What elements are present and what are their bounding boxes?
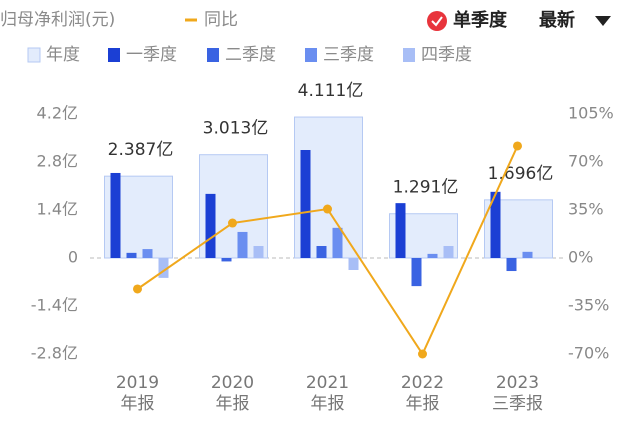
dropdown-arrow[interactable] [595, 16, 611, 26]
quarter-bar [522, 251, 533, 258]
quarter-bar [348, 258, 359, 270]
y2-tick-label: 35% [568, 200, 604, 219]
y-tick-label: -2.8亿 [31, 344, 78, 363]
x-tick-label: 2021 [306, 373, 349, 393]
x-tick-label: 2022 [401, 373, 444, 393]
legend-swatch [403, 48, 415, 62]
quarter-bar [126, 252, 137, 258]
legend-swatch [27, 47, 41, 63]
x-tick-sublabel: 年报 [121, 394, 155, 414]
y-tick-label: 4.2亿 [37, 104, 78, 123]
quarter-bar [158, 258, 169, 278]
quarter-bar [300, 150, 311, 258]
y-tick-label: 2.8亿 [37, 152, 78, 171]
quarter-bar [395, 203, 406, 258]
legend-label: 年度 [46, 45, 80, 65]
quarter-bar [142, 249, 153, 258]
quarter-bar [506, 258, 517, 272]
quarter-bar [221, 258, 232, 262]
quarter-bar [253, 246, 264, 258]
legend-swatch [207, 48, 219, 62]
legend-label: 三季度 [323, 45, 374, 65]
y2-tick-label: 0% [568, 248, 593, 267]
y-label: 归母净利润(元) [0, 10, 115, 30]
yoy-point [513, 141, 522, 151]
legend-label: 同比 [204, 10, 238, 30]
value-label: 3.013亿 [203, 119, 269, 139]
x-tick-label: 2023 [496, 373, 539, 393]
quarter-bar [316, 246, 327, 258]
legend-swatch [305, 48, 317, 62]
sort-label[interactable]: 最新 [539, 9, 575, 31]
check-icon [431, 16, 443, 27]
quarter-bar [411, 258, 422, 287]
y2-tick-label: 105% [568, 104, 614, 123]
y-tick-label: 0 [68, 248, 78, 267]
quarter-bar [110, 172, 121, 258]
yoy-point [228, 218, 237, 228]
value-label: 1.291亿 [393, 178, 459, 198]
x-tick-sublabel: 年报 [311, 394, 345, 414]
x-tick-sublabel: 年报 [216, 394, 250, 414]
y-tick-label: -1.4亿 [31, 296, 78, 315]
quarter-bar [205, 193, 216, 258]
mode-label[interactable]: 单季度 [453, 9, 508, 31]
value-label: 4.111亿 [298, 81, 364, 101]
y-tick-label: 1.4亿 [37, 200, 78, 219]
yoy-point [418, 349, 427, 359]
quarter-bar [490, 191, 501, 258]
yoy-point [323, 204, 332, 214]
mode-check[interactable] [427, 11, 447, 31]
legend-label: 一季度 [126, 45, 177, 65]
x-tick-sublabel: 三季报 [492, 394, 543, 414]
x-tick-label: 2020 [211, 373, 254, 393]
quarter-bar [443, 246, 454, 258]
quarter-bar [237, 231, 248, 258]
legend-label: 四季度 [421, 45, 472, 65]
yoy-point [133, 284, 142, 294]
legend-label: 二季度 [225, 45, 276, 65]
y2-tick-label: 70% [568, 152, 604, 171]
quarter-bar [427, 253, 438, 258]
value-label: 2.387亿 [108, 140, 174, 160]
quarter-bar [332, 227, 343, 258]
value-label: 1.696亿 [488, 164, 554, 184]
y2-tick-label: -70% [568, 344, 609, 363]
x-tick-sublabel: 年报 [406, 394, 440, 414]
x-tick-label: 2019 [116, 373, 159, 393]
legend-swatch [108, 48, 120, 62]
y2-tick-label: -35% [568, 296, 609, 315]
